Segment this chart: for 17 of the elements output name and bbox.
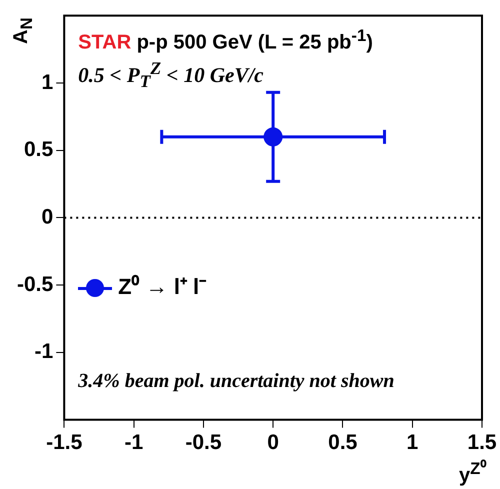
text: STAR p-p 500 GeV (L = 25 pb$^{-1}$): [78, 26, 373, 54]
text: 0.5 < P$_{T}$$^{Z}$ < 10 GeV/c: [78, 58, 264, 92]
annotation: 3.4% beam pol. uncertainty not shown: [78, 370, 394, 393]
y-tick-label: 1: [42, 70, 54, 94]
x-axis-title: y$^{Z⁰}$: [459, 458, 486, 488]
x-tick-label: -1: [124, 431, 144, 454]
x-tick-label: 0.5: [328, 431, 358, 454]
x-tick-label: 1.5: [467, 431, 497, 454]
x-tick-label: 0: [267, 431, 279, 454]
y-tick-label: -1: [34, 340, 54, 364]
y-tick-label: 0.5: [24, 138, 54, 162]
x-tick-label: -0.5: [185, 431, 222, 454]
x-tick-label: -1.5: [46, 431, 83, 454]
y-tick-label: 0: [42, 205, 54, 228]
x-tick-label: 1: [406, 431, 419, 454]
legend-label: Z⁰ → l⁺ l⁻: [118, 274, 206, 299]
y-tick-label: -0.5: [17, 272, 54, 296]
